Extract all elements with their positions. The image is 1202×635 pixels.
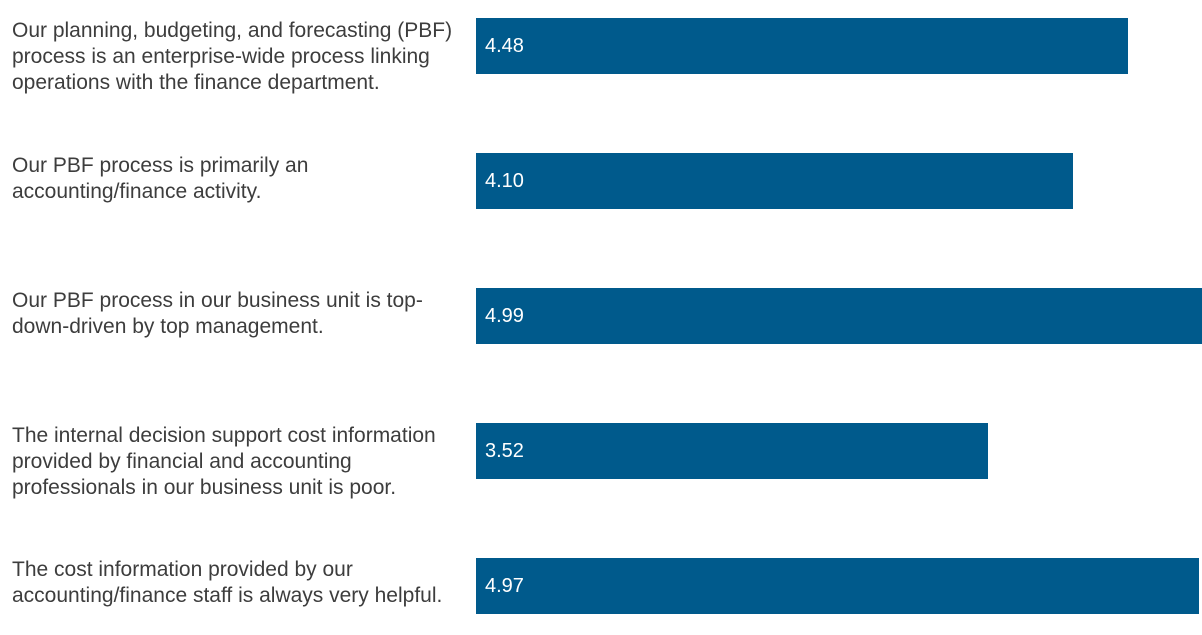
category-label-4: The internal decision support cost infor… — [12, 424, 436, 499]
bar-2 — [476, 153, 1073, 209]
category-label-1: Our planning, budgeting, and forecasting… — [12, 19, 453, 94]
value-label-3: 4.99 — [485, 305, 524, 327]
value-label-1: 4.48 — [485, 35, 524, 57]
value-label-2: 4.10 — [485, 170, 524, 192]
bar-5 — [476, 558, 1199, 614]
bar-1 — [476, 18, 1128, 74]
category-label-5: The cost information provided by our acc… — [12, 558, 443, 607]
category-label-3: Our PBF process in our business unit is … — [12, 289, 423, 338]
bar-3 — [476, 288, 1202, 344]
bar-4 — [476, 423, 988, 479]
category-label-2: Our PBF process is primarily an accounti… — [12, 154, 309, 203]
value-label-5: 4.97 — [485, 575, 524, 597]
value-label-4: 3.52 — [485, 440, 524, 462]
